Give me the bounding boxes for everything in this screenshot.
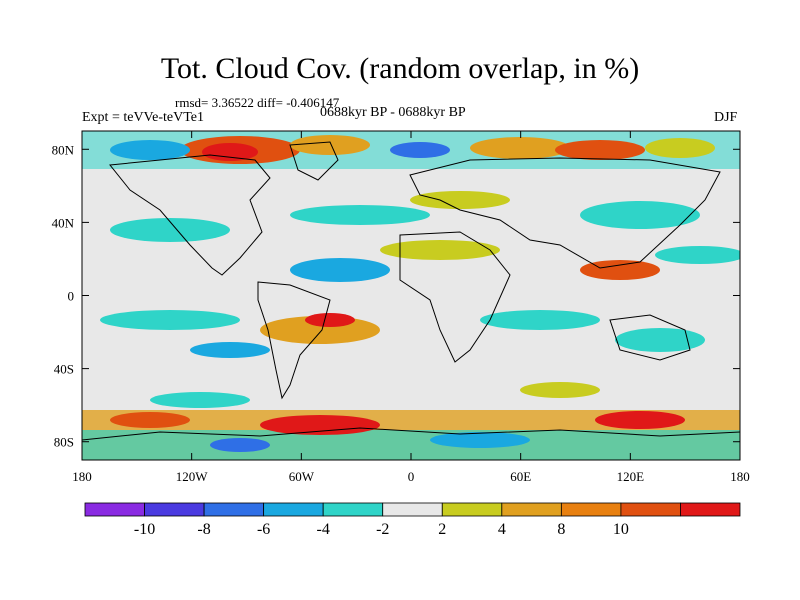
x-tick-label: 120W bbox=[176, 469, 209, 484]
colorbar-label: -4 bbox=[317, 521, 330, 538]
eurasia-outline bbox=[409, 157, 721, 269]
greenland-outline bbox=[289, 141, 339, 181]
antarctica-outline bbox=[82, 427, 740, 441]
x-axis: 180 120W 60W 0 60E 120E 180 bbox=[72, 131, 750, 484]
y-tick-label: 80N bbox=[52, 142, 75, 157]
x-tick-label: 60W bbox=[289, 469, 315, 484]
experiment-label: Expt = teVVe-teVTe1 bbox=[82, 110, 204, 125]
y-tick-label: 80S bbox=[54, 435, 74, 450]
colorbar-label: -10 bbox=[134, 521, 155, 538]
x-tick-label: 120E bbox=[617, 469, 645, 484]
colorbar-swatch bbox=[560, 502, 622, 517]
colorbar-swatch bbox=[263, 502, 324, 517]
colorbar-swatch bbox=[441, 502, 503, 517]
colorbar-label: 8 bbox=[557, 521, 565, 538]
colorbar-swatch bbox=[144, 502, 205, 517]
colorbar: -10 -8 -6 -4 -2 2 4 8 10 bbox=[84, 502, 741, 538]
colorbar-label: -6 bbox=[257, 521, 270, 538]
y-tick-label: 40S bbox=[54, 362, 74, 377]
north-america-outline bbox=[109, 154, 271, 276]
colorbar-swatch bbox=[84, 502, 145, 517]
colorbar-swatch bbox=[620, 502, 681, 517]
period-label: 0688kyr BP - 0688kyr BP bbox=[320, 105, 466, 120]
x-tick-label: 60E bbox=[510, 469, 531, 484]
season-label: DJF bbox=[714, 110, 738, 125]
chart-title: Tot. Cloud Cov. (random overlap, in %) bbox=[160, 52, 640, 85]
colorbar-label: 2 bbox=[438, 521, 446, 538]
x-tick-label: 180 bbox=[730, 469, 750, 484]
y-axis: 80N 40N 0 40S 80S bbox=[52, 142, 740, 450]
stats-text: rmsd= 3.36522 diff= -0.406147 bbox=[175, 95, 340, 110]
colorbar-label: -8 bbox=[197, 521, 210, 538]
colorbar-label: -2 bbox=[376, 521, 389, 538]
y-tick-label: 40N bbox=[52, 215, 75, 230]
x-tick-label: 0 bbox=[408, 469, 415, 484]
x-tick-label: 180 bbox=[72, 469, 92, 484]
south-america-outline bbox=[257, 281, 331, 400]
colorbar-swatch bbox=[382, 502, 443, 517]
y-tick-label: 0 bbox=[68, 289, 75, 304]
colorbar-swatch bbox=[322, 502, 384, 517]
coastlines bbox=[82, 141, 740, 441]
colorbar-swatch bbox=[203, 502, 265, 517]
africa-outline bbox=[399, 231, 511, 363]
colorbar-swatch bbox=[501, 502, 562, 517]
australia-outline bbox=[609, 314, 691, 361]
colorbar-label: 10 bbox=[613, 521, 629, 538]
colorbar-label: 4 bbox=[498, 521, 506, 538]
colorbar-swatch bbox=[680, 502, 741, 517]
